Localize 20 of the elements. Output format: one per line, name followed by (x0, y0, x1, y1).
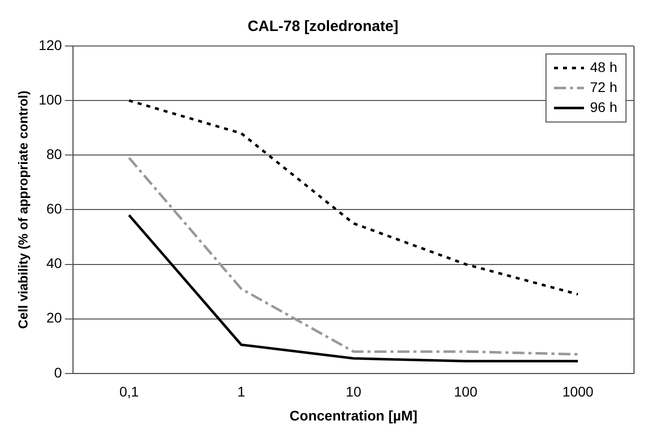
y-tick-label: 0 (54, 364, 62, 380)
legend-label: 72 h (590, 78, 618, 95)
y-tick-label: 40 (46, 255, 62, 272)
y-tick-label: 100 (38, 91, 62, 108)
x-tick-label: 100 (454, 384, 478, 400)
y-tick-label: 120 (38, 36, 62, 53)
legend-label: 48 h (590, 58, 618, 75)
y-axis-title: Cell viability (% of appropriate control) (15, 90, 30, 329)
y-tick-label: 20 (46, 310, 62, 326)
line-series (128, 99, 580, 296)
x-tick-label: 1000 (562, 384, 594, 400)
x-axis-title: Concentration [µM] (290, 407, 418, 424)
x-tick-label: 10 (346, 384, 362, 400)
x-tick-label: 1 (237, 384, 246, 400)
y-tick-label: 60 (46, 200, 62, 217)
y-tick-label: 80 (46, 146, 62, 162)
x-tick-label: 0,1 (119, 384, 140, 400)
legend-label: 96 h (590, 98, 618, 115)
chart-title: CAL-78 [zoledronate] (248, 18, 398, 36)
line-series (128, 156, 580, 356)
